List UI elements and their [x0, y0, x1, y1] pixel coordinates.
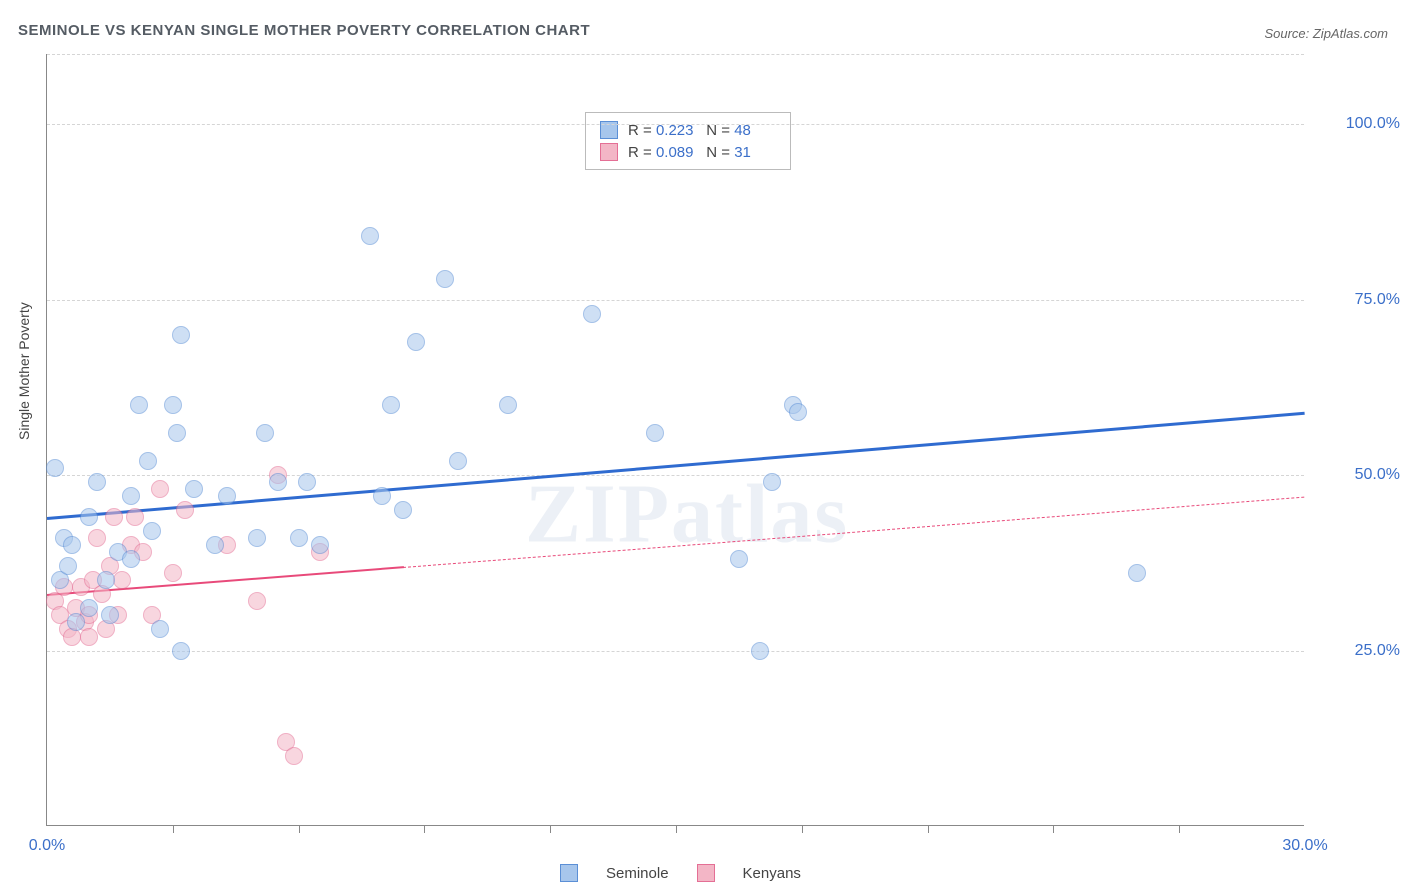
gridline	[47, 124, 1304, 125]
y-tick-label: 25.0%	[1312, 642, 1400, 660]
data-point	[176, 501, 194, 519]
data-point	[80, 508, 98, 526]
data-point	[499, 396, 517, 414]
data-point	[80, 628, 98, 646]
y-axis-label: Single Mother Poverty	[16, 302, 32, 440]
gridline	[47, 475, 1304, 476]
legend-series-label: Kenyans	[743, 865, 801, 882]
chart-title: SEMINOLE VS KENYAN SINGLE MOTHER POVERTY…	[18, 22, 590, 39]
x-minor-tick	[550, 825, 551, 833]
data-point	[101, 606, 119, 624]
watermark-text: ZIPatlas	[525, 466, 849, 563]
data-point	[248, 529, 266, 547]
plot-area: ZIPatlas R = 0.223 N = 48 R = 0.089 N = 3…	[46, 54, 1304, 826]
data-point	[105, 508, 123, 526]
data-point	[88, 473, 106, 491]
source-label: Source: ZipAtlas.com	[1264, 26, 1388, 41]
data-point	[143, 522, 161, 540]
data-point	[449, 452, 467, 470]
x-minor-tick	[802, 825, 803, 833]
data-point	[122, 550, 140, 568]
legend-row: R = 0.089 N = 31	[600, 141, 776, 163]
data-point	[139, 452, 157, 470]
data-point	[172, 642, 190, 660]
x-minor-tick	[173, 825, 174, 833]
x-tick-label: 30.0%	[1282, 837, 1327, 855]
x-minor-tick	[299, 825, 300, 833]
data-point	[361, 227, 379, 245]
data-point	[373, 487, 391, 505]
x-minor-tick	[1179, 825, 1180, 833]
trendline	[403, 496, 1305, 567]
data-point	[298, 473, 316, 491]
data-point	[730, 550, 748, 568]
legend-swatch	[697, 864, 715, 882]
y-tick-label: 50.0%	[1312, 466, 1400, 484]
data-point	[763, 473, 781, 491]
data-point	[1128, 564, 1146, 582]
x-minor-tick	[676, 825, 677, 833]
data-point	[290, 529, 308, 547]
legend-stats: R = 0.089 N = 31	[628, 144, 776, 161]
series-legend: Seminole Kenyans	[560, 864, 801, 882]
data-point	[172, 326, 190, 344]
data-point	[130, 396, 148, 414]
data-point	[164, 396, 182, 414]
correlation-legend: R = 0.223 N = 48 R = 0.089 N = 31	[585, 112, 791, 170]
data-point	[789, 403, 807, 421]
data-point	[67, 613, 85, 631]
data-point	[394, 501, 412, 519]
data-point	[46, 459, 64, 477]
data-point	[59, 557, 77, 575]
x-minor-tick	[424, 825, 425, 833]
data-point	[113, 571, 131, 589]
x-minor-tick	[928, 825, 929, 833]
legend-series-label: Seminole	[606, 865, 669, 882]
data-point	[88, 529, 106, 547]
data-point	[382, 396, 400, 414]
data-point	[256, 424, 274, 442]
gridline	[47, 651, 1304, 652]
data-point	[164, 564, 182, 582]
gridline	[47, 300, 1304, 301]
legend-swatch	[560, 864, 578, 882]
data-point	[126, 508, 144, 526]
data-point	[63, 536, 81, 554]
data-point	[80, 599, 98, 617]
data-point	[168, 424, 186, 442]
trendline	[47, 412, 1305, 520]
gridline	[47, 54, 1304, 55]
data-point	[218, 487, 236, 505]
data-point	[206, 536, 224, 554]
data-point	[646, 424, 664, 442]
x-tick-label: 0.0%	[29, 837, 65, 855]
data-point	[151, 620, 169, 638]
y-tick-label: 100.0%	[1312, 115, 1400, 133]
legend-row: R = 0.223 N = 48	[600, 119, 776, 141]
data-point	[185, 480, 203, 498]
y-tick-label: 75.0%	[1312, 291, 1400, 309]
data-point	[269, 473, 287, 491]
x-minor-tick	[1053, 825, 1054, 833]
data-point	[751, 642, 769, 660]
data-point	[407, 333, 425, 351]
data-point	[97, 571, 115, 589]
data-point	[311, 536, 329, 554]
data-point	[248, 592, 266, 610]
legend-swatch	[600, 143, 618, 161]
data-point	[436, 270, 454, 288]
data-point	[122, 487, 140, 505]
data-point	[151, 480, 169, 498]
data-point	[583, 305, 601, 323]
data-point	[285, 747, 303, 765]
